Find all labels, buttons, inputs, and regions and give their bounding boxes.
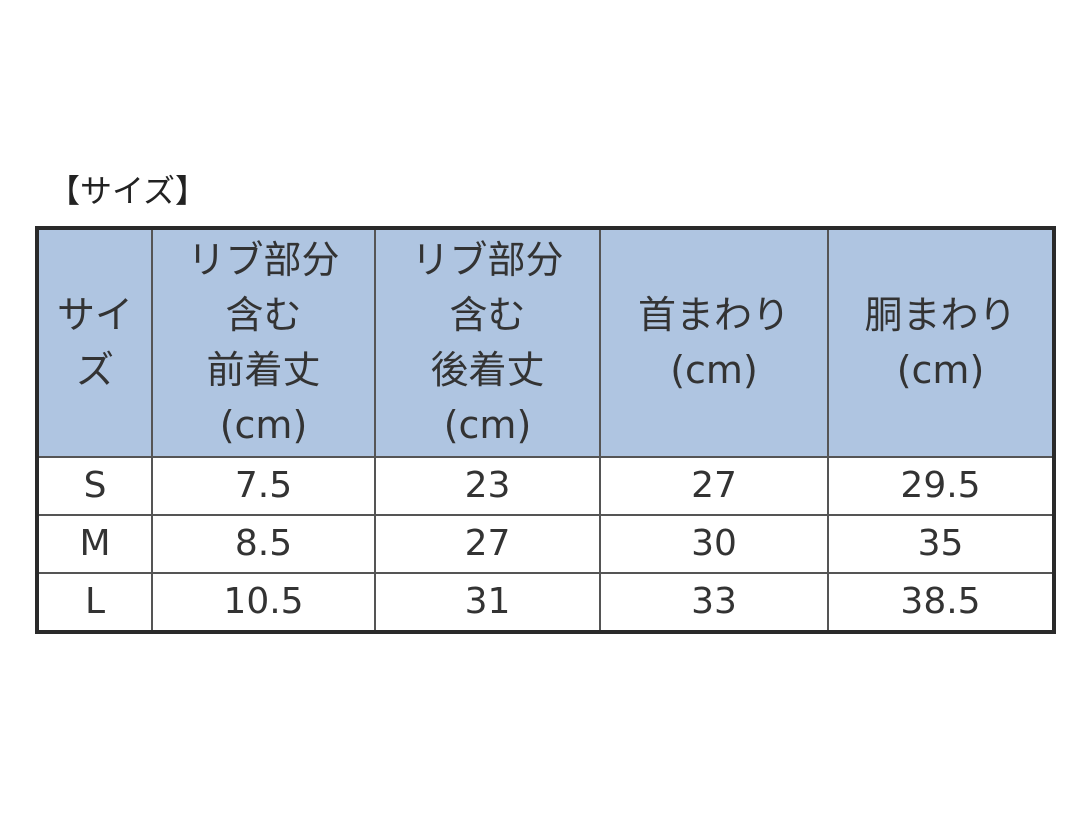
- table-cell: 27: [374, 514, 601, 574]
- table-cell: 30: [599, 514, 829, 574]
- header-line: リブ部分: [411, 238, 564, 282]
- header-cell: 胴まわり (cm): [827, 227, 1055, 458]
- table-cell: S: [36, 456, 153, 516]
- table-cell: 27: [599, 456, 829, 516]
- table-cell: 35: [827, 514, 1055, 574]
- table-cell: 31: [374, 572, 601, 633]
- header-line: (cm): [219, 403, 308, 447]
- table-cell: 10.5: [151, 572, 376, 633]
- header-cell: 首まわり (cm): [599, 227, 829, 458]
- header-line: リブ部分: [187, 238, 340, 282]
- table-cell: 23: [374, 456, 601, 516]
- table-body: S 7.5 23 27 29.5 M 8.5 27 30 35 L 10.5 31 33 38.5: [36, 456, 1055, 633]
- table-row: S 7.5 23 27 29.5: [36, 456, 1055, 516]
- header-line: サイ: [56, 293, 133, 337]
- header-cell: リブ部分含む前着丈 (cm): [151, 227, 376, 458]
- table-cell: L: [36, 572, 153, 633]
- table-cell: 29.5: [827, 456, 1055, 516]
- header-cell: リブ部分含む後着丈 (cm): [374, 227, 601, 458]
- table-row: L 10.5 31 33 38.5: [36, 572, 1055, 633]
- table-cell: M: [36, 514, 153, 574]
- table-cell: 33: [599, 572, 829, 633]
- header-line: (cm): [443, 403, 532, 447]
- header-line: ズ: [75, 348, 114, 392]
- size-title: 【サイズ】: [48, 172, 208, 210]
- header-line: 首まわり: [637, 293, 790, 337]
- size-table: サイズリブ部分 含む 前着丈 (cm) リブ部分 含む 後着丈 (cm) 首まわり (cm) 胴まわ…: [35, 226, 1056, 634]
- header-line: (cm): [896, 348, 985, 392]
- table-cell: 7.5: [151, 456, 376, 516]
- header-line: 前着丈: [206, 348, 321, 392]
- table-cell: 8.5: [151, 514, 376, 574]
- header-line: 含む: [225, 293, 302, 337]
- header-cell: サイズ: [36, 227, 153, 458]
- table-cell: 38.5: [827, 572, 1055, 633]
- header-row: サイズリブ部分 含む 前着丈 (cm) リブ部分 含む 後着丈 (cm) 首まわり (cm) 胴まわ…: [36, 227, 1055, 458]
- table-row: M 8.5 27 30 35: [36, 514, 1055, 574]
- header-line: (cm): [670, 348, 758, 392]
- header-line: 後着丈: [430, 348, 545, 392]
- header-line: 胴まわり: [864, 293, 1017, 337]
- header-line: 含む: [449, 293, 526, 337]
